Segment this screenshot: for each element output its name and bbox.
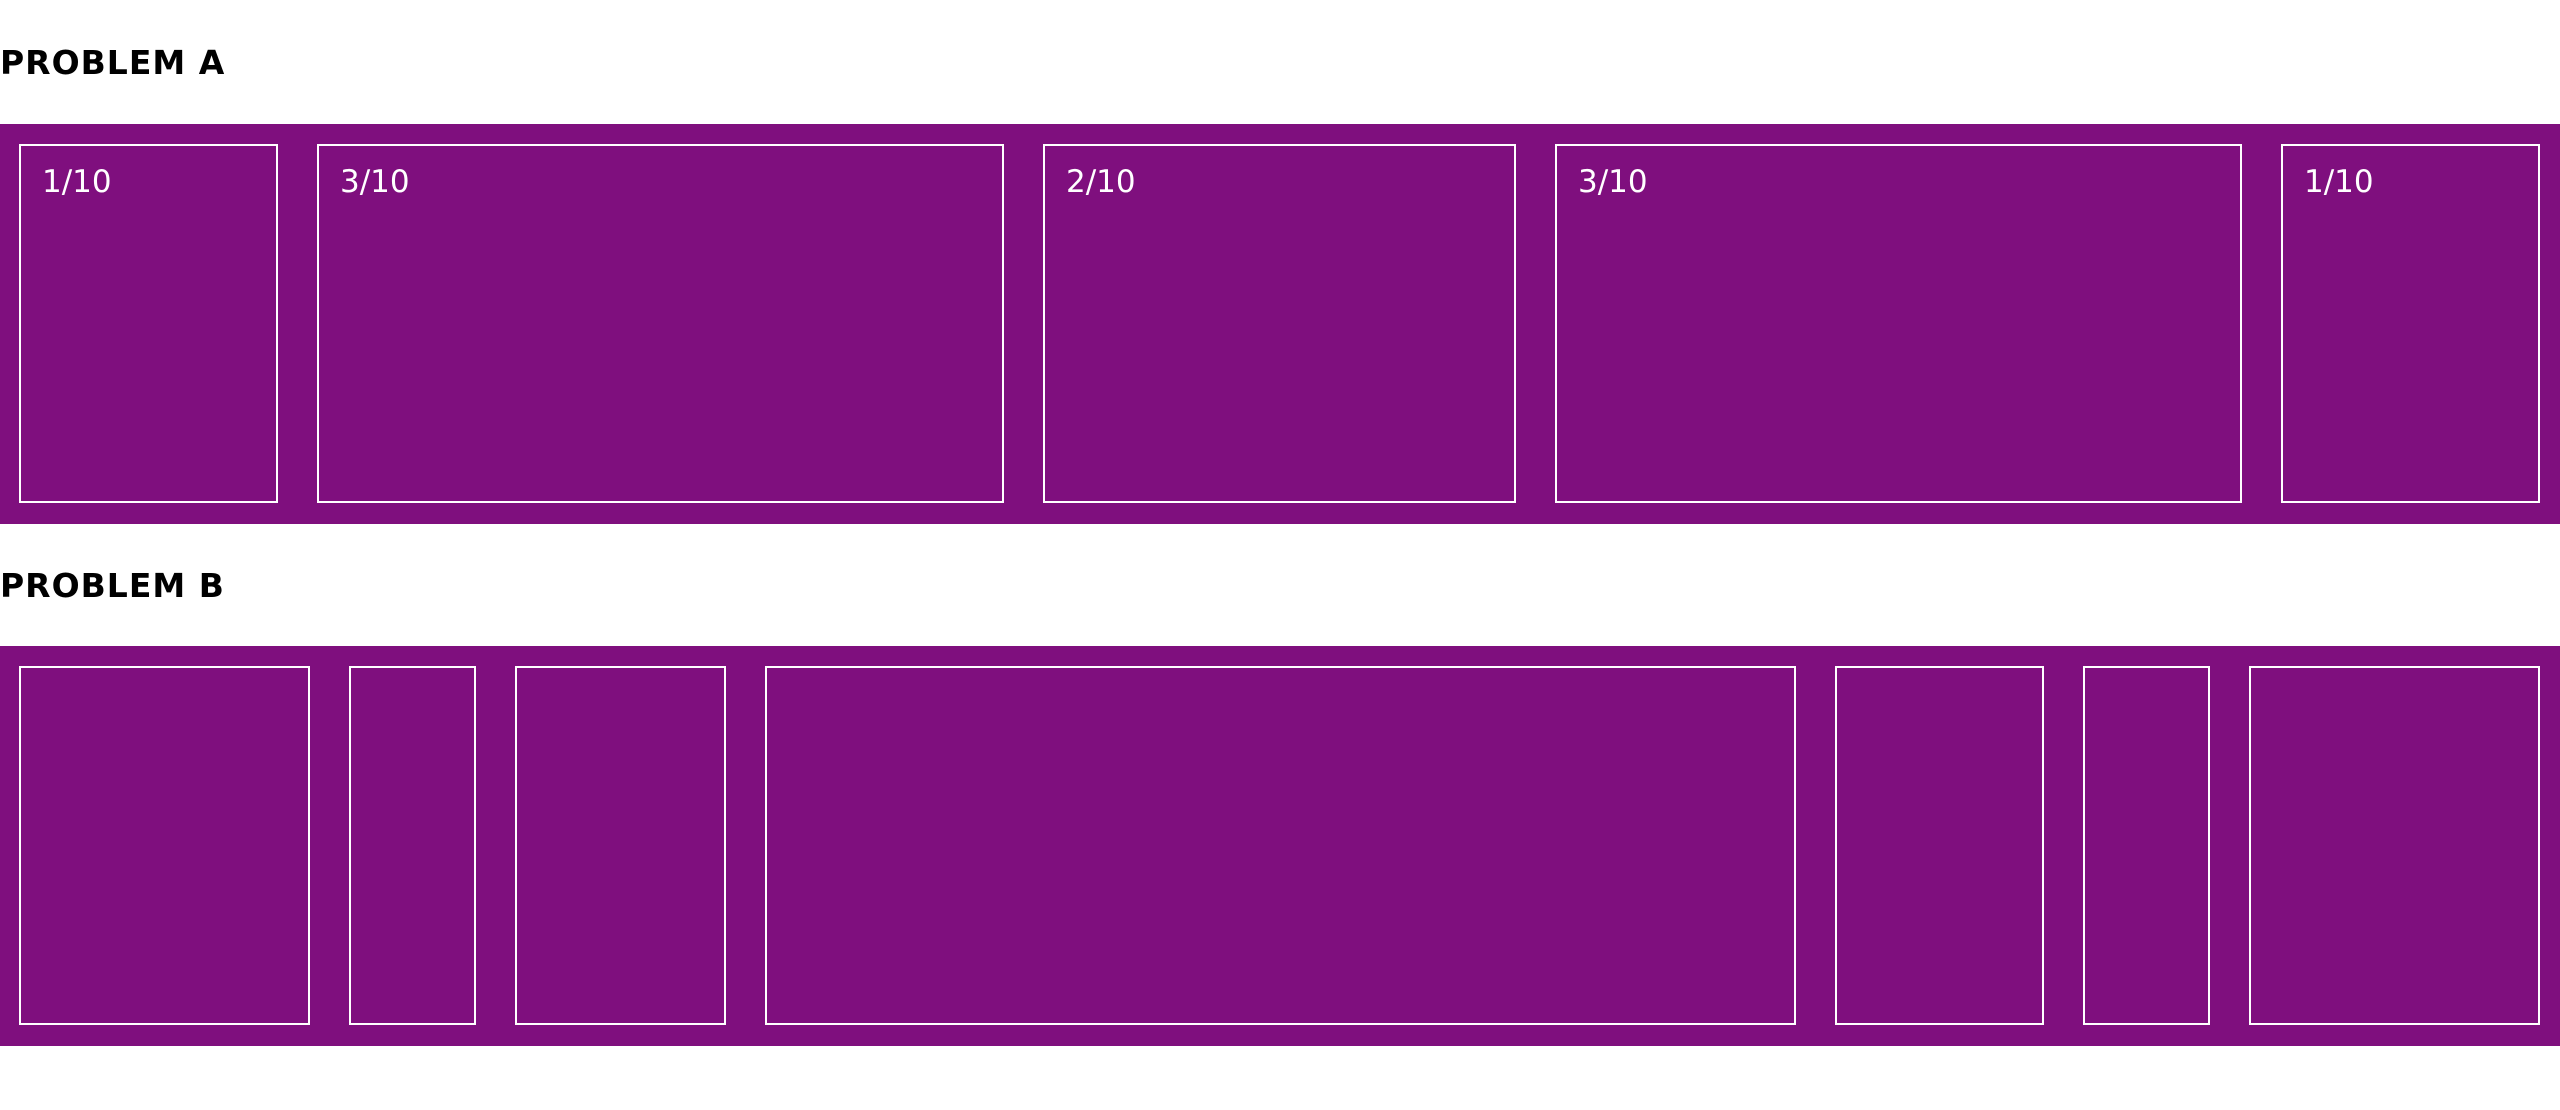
problem-a-row: 1/10 3/10 2/10 3/10 1/10: [0, 124, 2560, 524]
cell-fraction-label: 1/10: [42, 164, 112, 200]
problem-b-cell: [2249, 666, 2540, 1025]
problem-a-cell: 2/10: [1043, 144, 1516, 503]
cell-fraction-label: 2/10: [1066, 164, 1136, 200]
problem-b-row: [0, 646, 2560, 1046]
problem-b-cell: [19, 666, 310, 1025]
problem-b-cell: [349, 666, 476, 1025]
problem-b-cell: [1835, 666, 2044, 1025]
cell-fraction-label: 3/10: [340, 164, 410, 200]
problem-a-cell: 3/10: [317, 144, 1004, 503]
problem-b-cell: [2083, 666, 2210, 1025]
problem-a-cell: 3/10: [1555, 144, 2242, 503]
cell-fraction-label: 3/10: [1578, 164, 1648, 200]
problem-a-heading: PROBLEM A: [0, 43, 226, 82]
problem-a-cell: 1/10: [19, 144, 278, 503]
problem-a-cell: 1/10: [2281, 144, 2540, 503]
problem-b-heading: PROBLEM B: [0, 566, 225, 605]
problem-b-cell: [765, 666, 1796, 1025]
cell-fraction-label: 1/10: [2304, 164, 2374, 200]
problem-b-cell: [515, 666, 726, 1025]
